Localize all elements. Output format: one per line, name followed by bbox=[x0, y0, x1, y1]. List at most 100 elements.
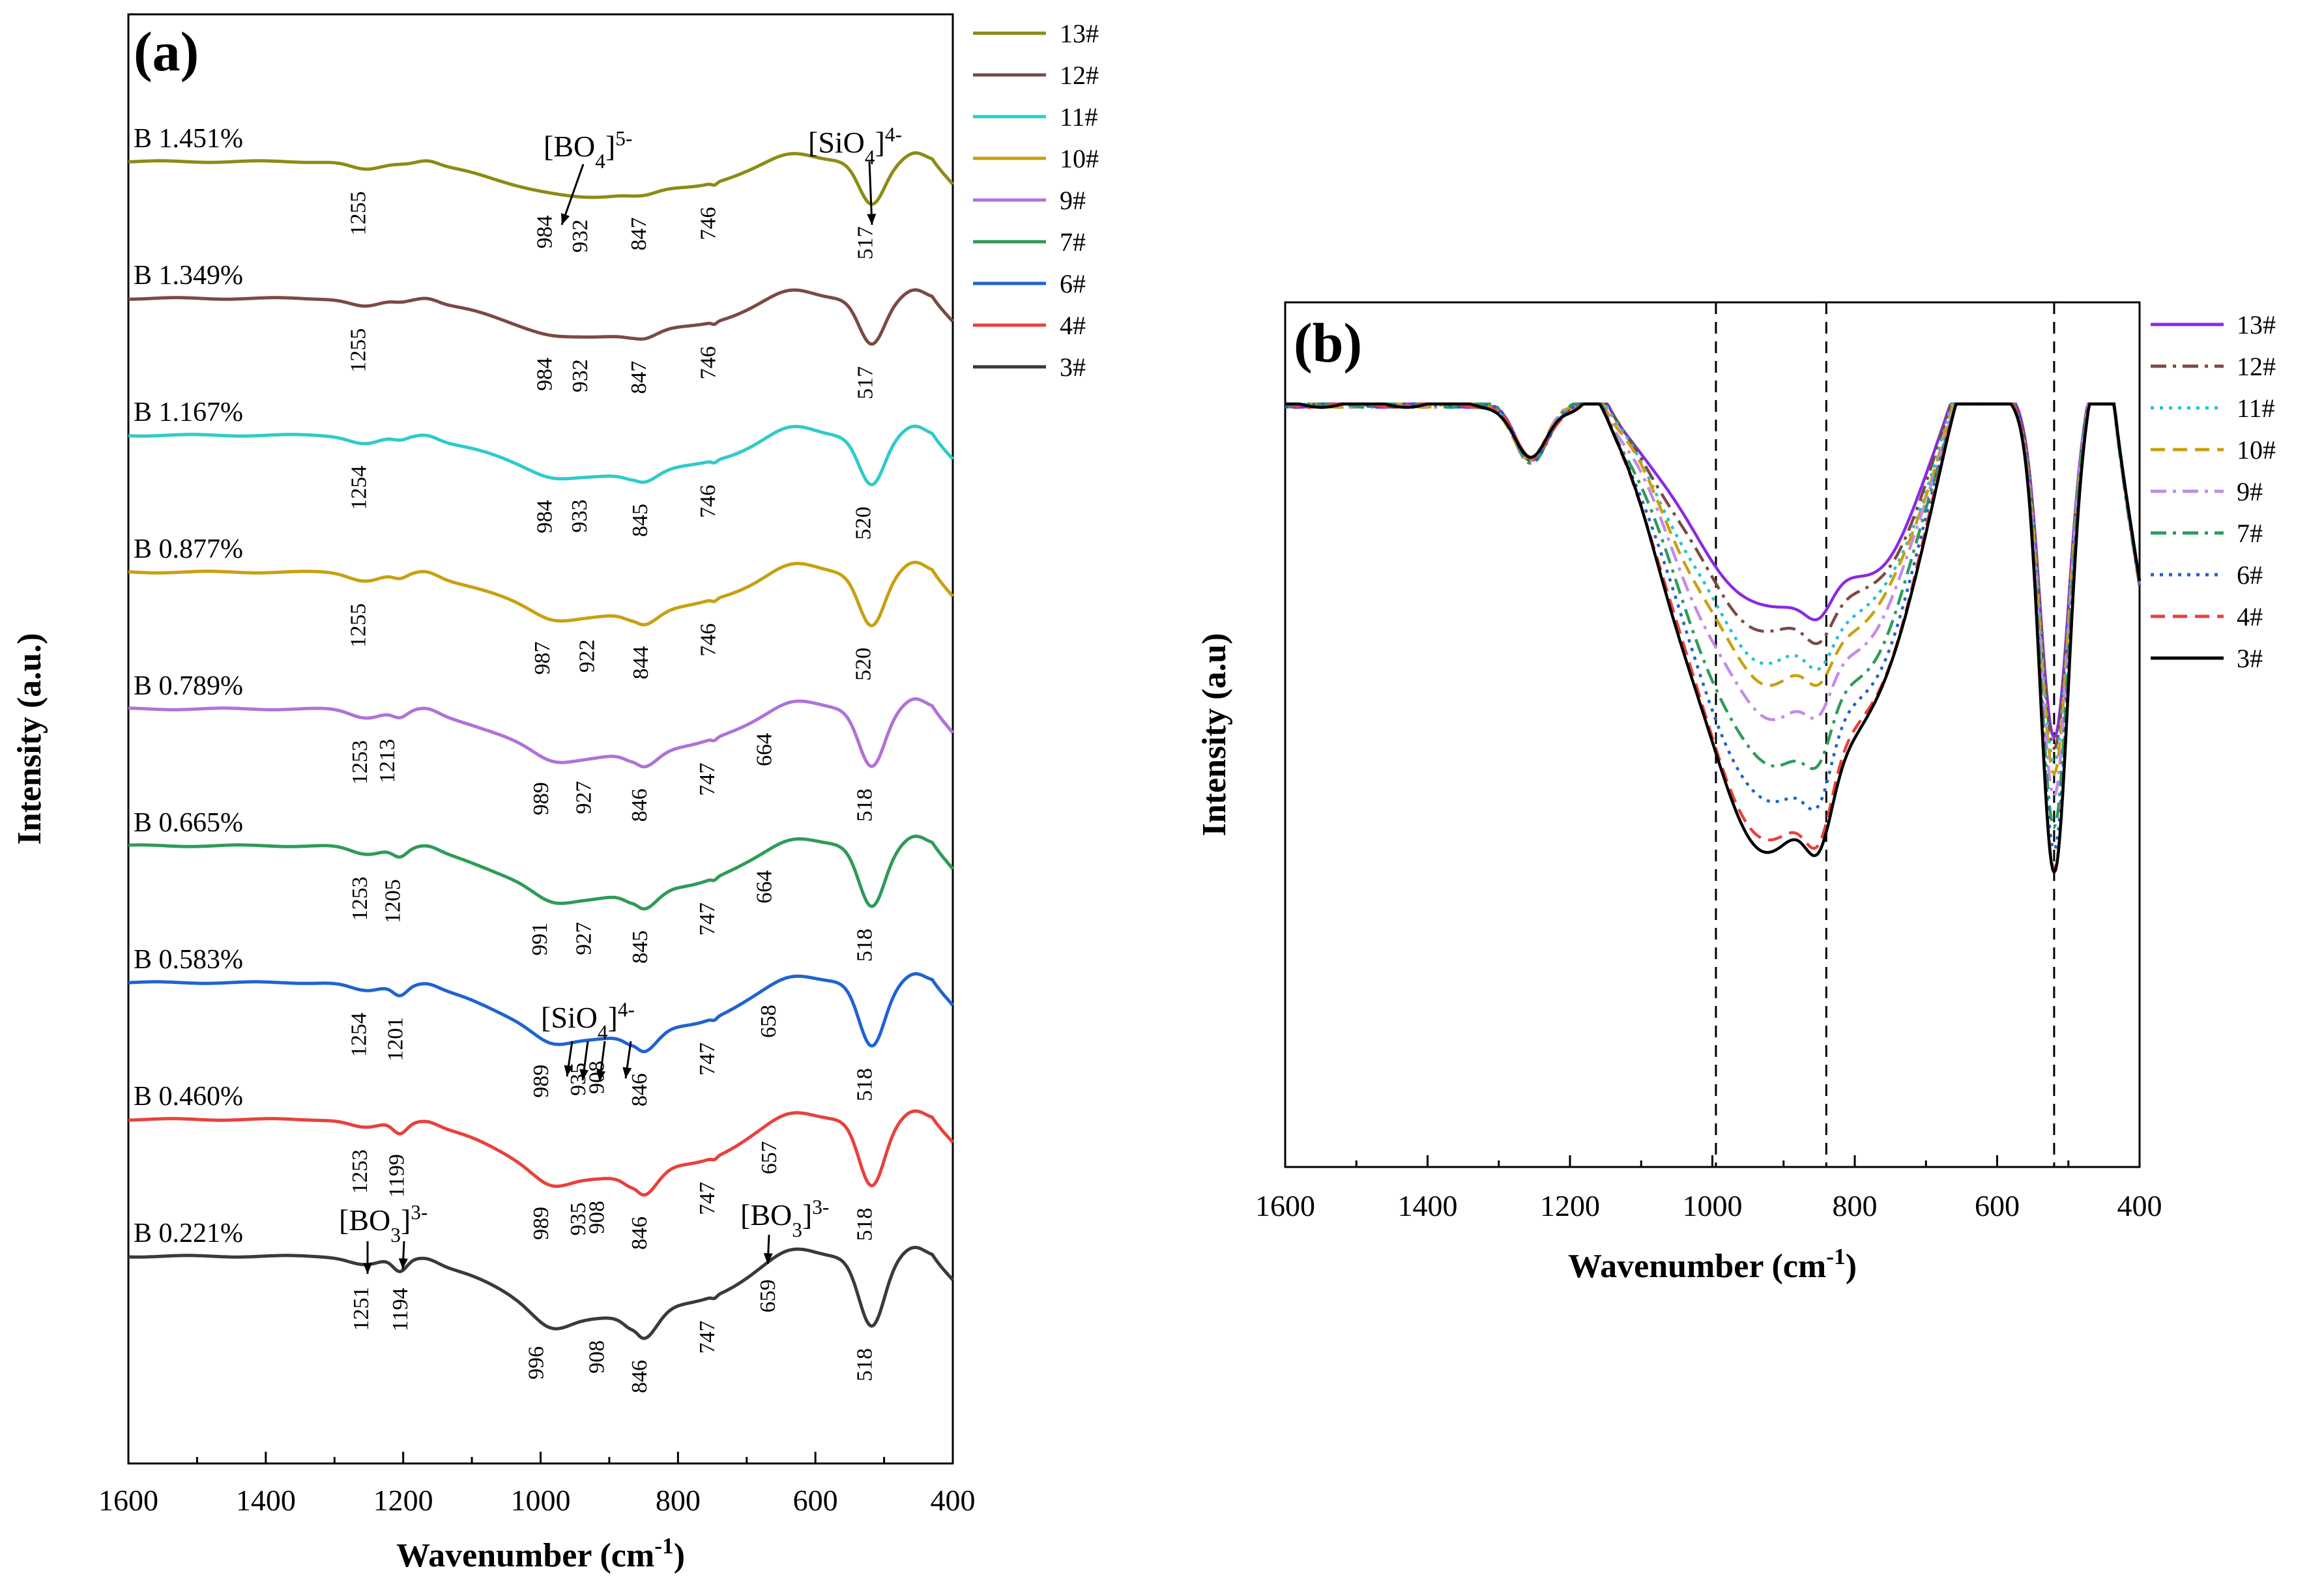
panel-a-peak-label: 746 bbox=[696, 624, 720, 657]
panel-a-peak-label: 518 bbox=[853, 1348, 877, 1381]
panel-b-x-tick-label: 400 bbox=[2117, 1189, 2162, 1222]
panel-a-legend-label: 10# bbox=[1060, 144, 1099, 173]
panel-b-legend-label: 12# bbox=[2237, 352, 2276, 381]
panel-a-annotation-label: [BO4]5- bbox=[544, 127, 632, 173]
panel-a-peak-label: 845 bbox=[628, 930, 652, 964]
panel-a-series-line-11# bbox=[128, 424, 954, 487]
panel-a-x-tick-label: 1200 bbox=[373, 1484, 433, 1517]
panel-a-peak-label: 1213 bbox=[375, 739, 399, 783]
panel-a-x-tick-label: 1400 bbox=[236, 1484, 296, 1517]
panel-a-annotation-arrow-head bbox=[596, 1070, 606, 1082]
panel-a-peak-label: 908 bbox=[585, 1061, 609, 1094]
panel-a-peak-label: 846 bbox=[628, 788, 652, 822]
panel-a-peak-label: 996 bbox=[525, 1346, 549, 1379]
panel-a-peak-label: 908 bbox=[585, 1340, 609, 1374]
panel-b-legend-label: 11# bbox=[2237, 394, 2275, 423]
panel-b-series-line-6# bbox=[1285, 402, 2142, 853]
panel-a-peak-label: 846 bbox=[628, 1360, 652, 1393]
panel-a-peak-label: 518 bbox=[853, 929, 877, 962]
panel-a-peak-label: 747 bbox=[695, 1043, 719, 1076]
panel-b-series-line-3# bbox=[1285, 402, 2142, 876]
panel-a-peak-label: 991 bbox=[528, 923, 552, 956]
panel-a-peak-label: 989 bbox=[529, 1065, 553, 1098]
panel-a-peak-label: 927 bbox=[572, 922, 596, 955]
panel-a-peak-label: 908 bbox=[585, 1201, 609, 1234]
panel-b-legend-label: 13# bbox=[2237, 310, 2276, 339]
panel-a-x-tick-label: 1600 bbox=[98, 1484, 158, 1517]
panel-b-x-tick-label: 1400 bbox=[1398, 1189, 1458, 1222]
panel-a-peak-label: 1255 bbox=[347, 328, 371, 373]
panel-a-peak-label: 984 bbox=[532, 500, 557, 533]
panel-a-peak-label: 520 bbox=[852, 648, 876, 681]
panel-b-series-line-12# bbox=[1285, 402, 2142, 751]
panel-b-legend-label: 9# bbox=[2237, 477, 2263, 506]
panel-a-peak-label: 658 bbox=[757, 1005, 781, 1038]
panel-a-series-line-7# bbox=[128, 834, 954, 911]
panel-a-peak-label: 932 bbox=[568, 359, 592, 392]
panel-a-series-line-3# bbox=[128, 1246, 954, 1340]
panel-a-peak-label: 989 bbox=[529, 782, 553, 815]
panel-a-peak-label: 1199 bbox=[385, 1154, 409, 1198]
panel-a-peak-label: 846 bbox=[628, 1073, 652, 1106]
panel-a-peak-label: 1253 bbox=[348, 1149, 372, 1194]
panel-a-series-line-10# bbox=[128, 560, 954, 627]
panel-a-peak-label: 518 bbox=[853, 788, 877, 822]
panel-b-legend-label: 7# bbox=[2237, 519, 2263, 548]
panel-a-peak-label: 932 bbox=[568, 220, 592, 253]
panel-a-sample-label: B 0.789% bbox=[134, 671, 243, 701]
panel-a-series-line-13# bbox=[128, 151, 954, 206]
panel-b-legend-label: 6# bbox=[2237, 560, 2263, 590]
panel-a-peak-label: 747 bbox=[695, 1321, 719, 1354]
panel-a-peak-label: 1253 bbox=[348, 740, 372, 785]
panel-a-sample-label: B 0.877% bbox=[134, 534, 243, 564]
panel-a-peak-label: 846 bbox=[628, 1217, 652, 1250]
panel-a-annotation-arrow-head bbox=[763, 1253, 773, 1264]
panel-a-peak-label: 1255 bbox=[347, 603, 371, 648]
panel-a-peak-label: 847 bbox=[627, 361, 651, 394]
panel-a-label: (a) bbox=[134, 20, 199, 83]
panel-a-peak-label: 657 bbox=[757, 1141, 781, 1174]
panel-a-peak-label: 1254 bbox=[347, 1013, 371, 1057]
panel-a-annotation-arrow-head bbox=[579, 1069, 589, 1080]
panel-a-x-tick-label: 600 bbox=[793, 1484, 838, 1517]
panel-a-peak-label: 1201 bbox=[384, 1017, 408, 1061]
panel-a-series-line-9# bbox=[128, 697, 954, 769]
panel-b-label: (b) bbox=[1294, 311, 1362, 374]
panel-a-annotation-arrow-head bbox=[867, 214, 877, 225]
panel-a-legend-label: 6# bbox=[1060, 269, 1086, 298]
panel-a-peak-label: 1194 bbox=[388, 1288, 413, 1332]
panel-a-peak-label: 1255 bbox=[347, 192, 371, 236]
panel-a-x-tick-label: 1000 bbox=[511, 1484, 571, 1517]
panel-a-peak-label: 984 bbox=[532, 358, 557, 391]
panel-a-peak-label: 1254 bbox=[347, 466, 371, 510]
panel-b-series-line-4# bbox=[1285, 402, 2142, 873]
panel-a-annotation-arrow-head bbox=[398, 1258, 408, 1269]
panel-a-legend-label: 12# bbox=[1060, 61, 1099, 90]
panel-a-peak-label: 989 bbox=[529, 1207, 553, 1240]
panel-a-legend-label: 7# bbox=[1060, 227, 1086, 257]
panel-a-peak-label: 746 bbox=[696, 485, 720, 518]
panel-b-legend-label: 4# bbox=[2237, 602, 2263, 631]
panel-b-x-tick-label: 1000 bbox=[1683, 1189, 1743, 1222]
panel-a-x-tick-label: 800 bbox=[656, 1484, 701, 1517]
panel-a-annotation-label: [BO3]3- bbox=[339, 1201, 428, 1246]
panel-a-peak-label: 747 bbox=[695, 762, 719, 796]
panel-b-legend-label: 3# bbox=[2237, 644, 2263, 673]
panel-a-sample-label: B 0.460% bbox=[134, 1082, 243, 1112]
panel-a-peak-label: 746 bbox=[696, 346, 720, 379]
panel-a-y-axis-title: Intensity (a.u.) bbox=[11, 633, 48, 844]
panel-a-annotation-label: [SiO4]4- bbox=[808, 123, 902, 169]
panel-a-peak-label: 845 bbox=[628, 504, 652, 537]
panel-a-peak-label: 664 bbox=[753, 871, 777, 904]
panel-a-series-line-12# bbox=[128, 288, 954, 346]
panel-a-peak-label: 1251 bbox=[349, 1287, 373, 1331]
panel-a-peak-label: 935 bbox=[566, 1202, 590, 1235]
panel-a-legend-label: 3# bbox=[1060, 353, 1086, 382]
panel-a-legend-label: 11# bbox=[1060, 102, 1098, 132]
panel-a-annotation-label: [SiO4]4- bbox=[541, 998, 635, 1044]
panel-b-series-line-13# bbox=[1285, 402, 2142, 740]
panel-a-peak-label: 1253 bbox=[348, 876, 372, 921]
panel-a-peak-label: 1205 bbox=[381, 879, 405, 923]
panel-a-sample-label: B 1.451% bbox=[134, 124, 243, 154]
panel-a-x-axis-title: Wavenumber (cm-1) bbox=[396, 1533, 685, 1574]
